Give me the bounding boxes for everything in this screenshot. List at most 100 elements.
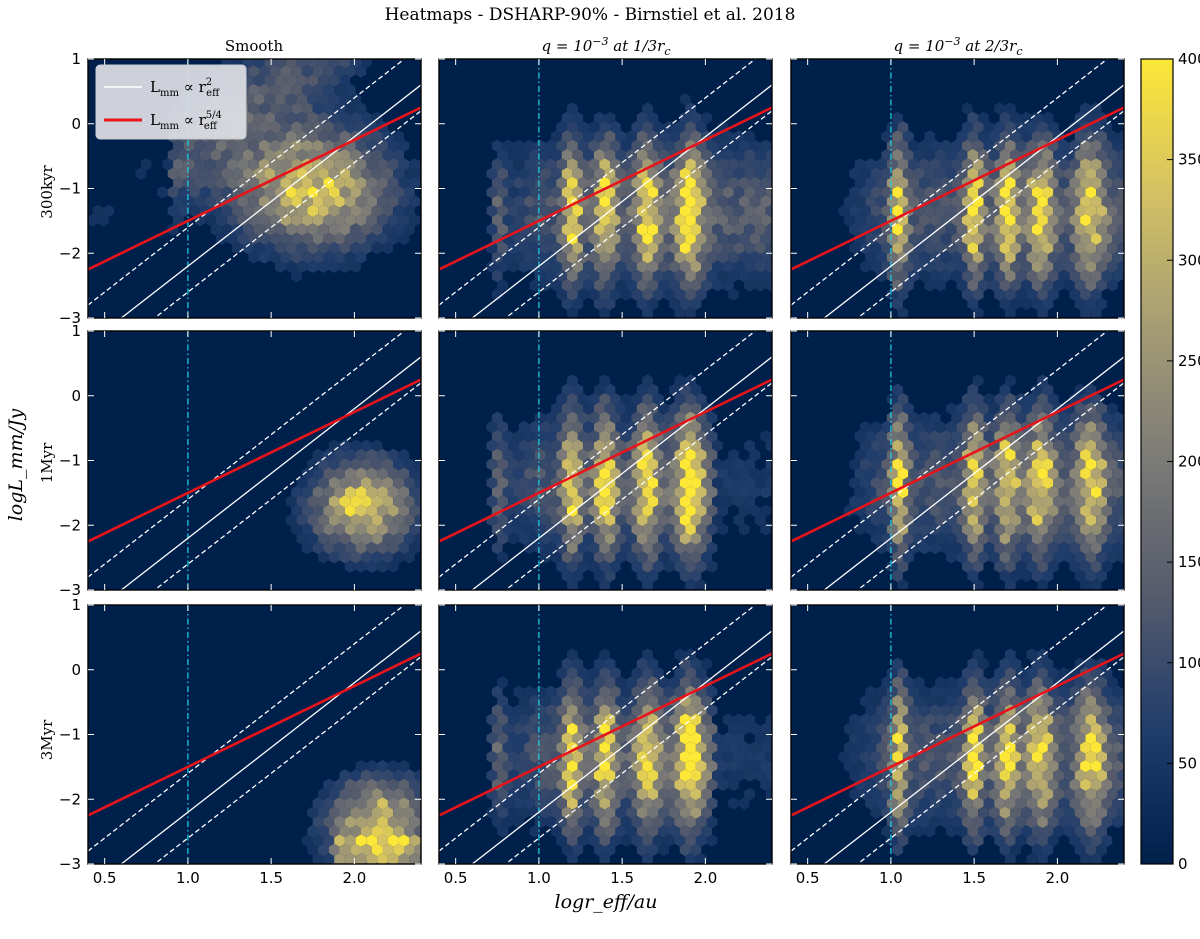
hexbin-cell	[626, 495, 637, 508]
hexbin-cell	[393, 223, 404, 236]
hexbin-cell	[620, 523, 632, 536]
hexbin-cell	[1010, 806, 1022, 819]
hexbin-cell	[567, 176, 578, 190]
hexbin-cell	[205, 176, 216, 190]
hexbin-cell	[518, 458, 530, 471]
hexbin-cell	[205, 158, 216, 171]
hexbin-cell	[620, 685, 632, 698]
hexbin-cell	[296, 130, 308, 143]
hexbin-cell	[1090, 411, 1102, 424]
hexbin-cell	[956, 279, 968, 292]
hexbin-cell	[994, 411, 1005, 424]
hexbin-cell	[524, 504, 535, 517]
hexbin-cell	[1123, 725, 1124, 733]
hexbin-cell	[1026, 430, 1038, 443]
hexbin-cell	[1026, 486, 1038, 499]
hexbin-cell	[486, 476, 498, 490]
hexbin-cell	[854, 741, 866, 754]
hexbin-cell	[610, 393, 621, 406]
hexbin-cell	[1058, 778, 1070, 791]
panel-1Myr-2	[438, 330, 773, 591]
hexbin-cell	[897, 430, 909, 443]
hexbin-cell	[291, 486, 302, 499]
hexbin-cell	[620, 195, 632, 208]
hexbin-cell	[414, 476, 421, 490]
hexbin-cell	[1096, 532, 1107, 545]
hexbin-cell	[771, 160, 772, 169]
hexbin-cell	[382, 204, 394, 218]
hexbin-cell	[870, 732, 882, 745]
hexbin-cell	[647, 732, 659, 745]
hexbin-cell	[647, 439, 659, 452]
panel-300kyr-2	[438, 58, 773, 319]
hexbin-cell	[615, 279, 627, 292]
hexbin-cell	[1031, 569, 1043, 583]
hexbin-cell	[1096, 167, 1107, 180]
hexbin-cell	[599, 121, 610, 134]
hexbin-cell	[524, 430, 535, 443]
hexbin-cell	[232, 148, 243, 162]
hexbin-cell	[967, 843, 979, 857]
hexbin-cell	[1053, 495, 1064, 508]
hexbin-cell	[685, 541, 696, 555]
hexbin-cell	[312, 853, 324, 864]
hexbin-cell	[1042, 769, 1054, 782]
hexbin-cell	[409, 176, 421, 190]
hexbin-cell	[1042, 825, 1054, 838]
hexbin-cell	[1026, 393, 1038, 406]
hexbin-cell	[1042, 279, 1054, 292]
row-label-3myr: 3Myr	[38, 719, 56, 760]
hexbin-cell	[647, 420, 659, 434]
hexbin-cell	[556, 560, 567, 573]
hexbin-cell	[1085, 279, 1097, 292]
hexbin-cell	[323, 251, 335, 264]
hexbin-cell	[701, 657, 712, 671]
hexbin-cell	[1031, 732, 1043, 745]
hexbin-cell	[502, 741, 514, 754]
hexbin-cell	[854, 158, 866, 171]
legend-label: Lmm ∝ r5/4 eff	[150, 110, 222, 132]
hexbin-cell	[599, 158, 610, 171]
hexbin-cell	[988, 551, 1000, 564]
hexbin-cell	[865, 760, 877, 773]
hexbin-cell	[972, 685, 984, 698]
hexbin-cell	[540, 420, 551, 434]
hexbin-cell	[876, 195, 887, 208]
hexbin-cell	[534, 176, 546, 190]
hexbin-cell	[765, 223, 772, 236]
hexbin-cell	[583, 223, 594, 236]
hexbin-cell	[371, 551, 383, 564]
hexbin-cell	[1107, 148, 1118, 162]
hexbin-cell	[409, 815, 421, 829]
hexbin-cell	[355, 797, 367, 810]
hexbin-cell	[567, 307, 578, 318]
hexbin-cell	[658, 279, 670, 292]
hexbin-cell	[291, 523, 302, 536]
hexbin-cell	[1047, 778, 1059, 791]
hexbin-cell	[318, 532, 329, 545]
hexbin-cell	[685, 778, 696, 791]
hexbin-cell	[572, 843, 584, 857]
hexbin-cell	[765, 458, 772, 471]
hexbin-cell	[1085, 569, 1097, 583]
hexbin-cell	[892, 569, 903, 583]
hexbin-cell	[561, 495, 573, 508]
hexbin-cell	[280, 83, 292, 97]
hexbin-cell	[615, 204, 627, 218]
x-axis-label: logr_eff/au	[555, 891, 658, 913]
hexbin-cell	[1101, 722, 1113, 736]
hexbin-cell	[945, 439, 957, 452]
hexbin-cell	[491, 741, 503, 754]
hexbin-cell	[610, 797, 621, 810]
hexbin-cell	[690, 843, 702, 857]
hexbin-cell	[312, 102, 324, 115]
hexbin-cell	[1101, 232, 1113, 245]
hexbin-cell	[765, 476, 772, 490]
hexbin-cell	[892, 787, 903, 801]
hexbin-cell	[972, 760, 984, 773]
hexbin-cell	[771, 743, 772, 752]
hexbin-cell	[962, 523, 973, 536]
hexbin-cell	[355, 121, 367, 134]
hexbin-cell	[1080, 251, 1091, 264]
hexbin-cell	[1080, 214, 1091, 227]
